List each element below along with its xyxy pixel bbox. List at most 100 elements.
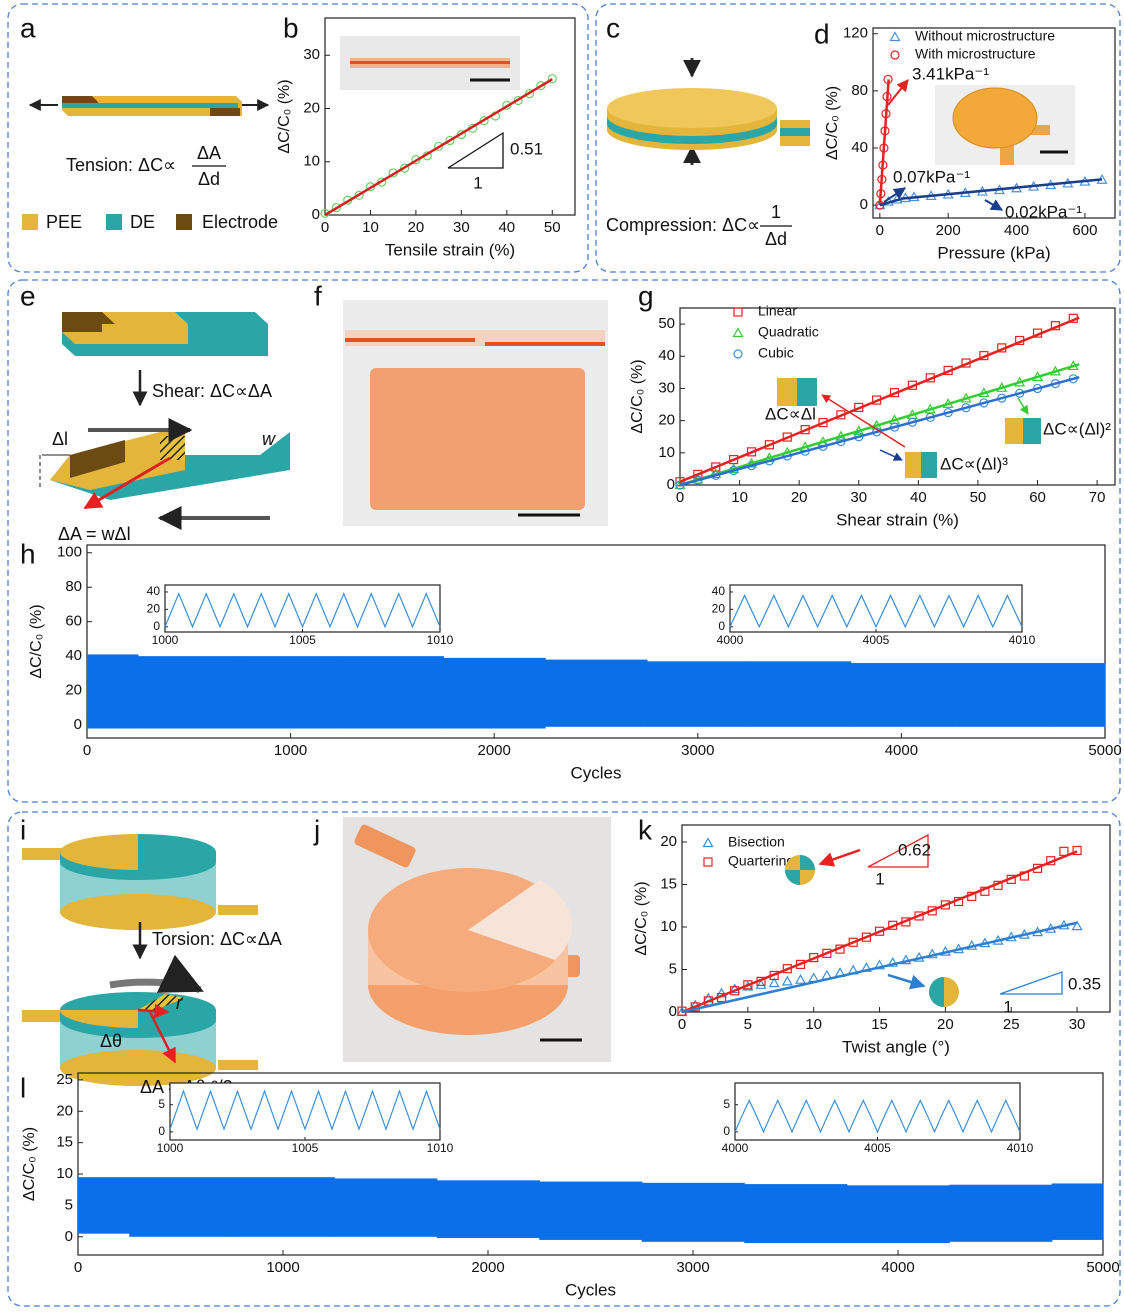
x-tick-label: 3000: [681, 742, 714, 759]
photo-inset: [935, 85, 1075, 165]
y-axis-label: ΔC/C₀ (%): [276, 79, 293, 153]
x-tick-label: 0: [321, 219, 329, 236]
y-tick-label: 0: [718, 619, 725, 633]
y-axis-label: ΔC/C₀ (%): [629, 359, 646, 433]
annotation-shape: [777, 378, 797, 406]
shear-diagram: Shear: ΔC∝ΔA Δl w ΔA = wΔl: [40, 312, 290, 544]
legend-label: Quadratic: [758, 324, 819, 340]
band-segment: [334, 1178, 437, 1236]
band-segment: [1052, 1183, 1104, 1239]
x-tick-label: 1010: [427, 633, 454, 647]
x-axis-label: Cycles: [565, 1280, 616, 1299]
band-segment: [952, 663, 1054, 727]
x-tick-label: 60: [1029, 489, 1046, 506]
x-tick-label: 20: [791, 489, 808, 506]
annotation-shape: [1018, 398, 1028, 414]
panel-letter: d: [814, 18, 830, 49]
band-segment: [847, 1185, 950, 1243]
x-axis-label: Cycles: [570, 763, 621, 782]
legend-label: DE: [130, 212, 155, 232]
x-tick-label: 5: [744, 1016, 752, 1033]
x-tick-label: 5000: [1086, 1259, 1119, 1276]
torsion-diagram: Torsion: ΔC∝ΔA Δθ r ΔA = Δθr²/2: [22, 834, 282, 1097]
y-tick-label: 10: [303, 153, 320, 170]
y-tick-label: 60: [65, 613, 82, 630]
y-tick-label: 20: [65, 682, 82, 699]
y-tick-label: 0: [860, 196, 868, 213]
y-axis-label: ΔC/C₀ (%): [28, 604, 45, 678]
annotation-shape: [797, 378, 817, 406]
annotation: 0.35: [1068, 974, 1101, 993]
x-tick-label: 4000: [722, 1141, 749, 1155]
x-tick-label: 1000: [274, 742, 307, 759]
band-segment: [851, 663, 953, 727]
annotation-shape: [921, 452, 937, 478]
x-tick-label: 3000: [676, 1259, 709, 1276]
torsion-r: r: [176, 993, 183, 1013]
x-tick-label: 1010: [427, 1141, 454, 1155]
annotation-shape: [1023, 418, 1041, 444]
x-tick-label: 1005: [292, 1141, 319, 1155]
x-tick-label: 10: [731, 489, 748, 506]
plot-frame: [165, 585, 440, 632]
y-tick-label: 25: [56, 1071, 73, 1088]
y-tick-label: 0: [65, 1228, 73, 1245]
annotation: 1: [1003, 997, 1012, 1016]
y-tick-label: 0: [312, 206, 320, 223]
y-tick-label: 20: [56, 1102, 73, 1119]
x-tick-label: 4000: [881, 1259, 914, 1276]
legend-label: Bisection: [728, 834, 785, 850]
annotation: ΔC∝Δl: [765, 404, 816, 423]
annotation-shape: [985, 200, 1002, 210]
annotation: 0.07kPa⁻¹: [893, 167, 970, 186]
data-point: [1060, 847, 1068, 855]
annotation-shape: [888, 975, 924, 986]
legend-label: Quartering: [728, 853, 794, 869]
y-tick-label: 10: [56, 1165, 73, 1182]
x-tick-label: 400: [1004, 222, 1029, 239]
y-tick-label: 30: [658, 379, 675, 396]
band-segment: [545, 660, 647, 727]
y-tick-label: 30: [303, 46, 320, 63]
torsion-label: Torsion: ΔC∝ΔA: [152, 929, 282, 949]
x-tick-label: 200: [936, 222, 961, 239]
y-tick-label: 5: [669, 960, 677, 977]
legend-label: With microstructure: [915, 46, 1036, 62]
band-segment: [744, 1184, 847, 1243]
x-tick-label: 2000: [478, 742, 511, 759]
legend-marker: [891, 51, 899, 59]
photo: [343, 300, 608, 526]
shear-dl: Δl: [52, 429, 68, 449]
legend-label: PEE: [46, 212, 82, 232]
fraction-denominator: Δd: [765, 229, 787, 249]
y-tick-label: 5: [65, 1196, 73, 1213]
x-tick-label: 10: [805, 1016, 822, 1033]
panel-letter: e: [20, 280, 36, 311]
x-tick-label: 4000: [885, 742, 918, 759]
panel-letter: h: [20, 538, 36, 569]
fit-line: [880, 79, 889, 205]
panel-letter: k: [638, 814, 653, 845]
y-tick-label: 20: [303, 99, 320, 116]
data-point: [783, 977, 792, 985]
y-tick-label: 20: [147, 602, 161, 616]
compression-diagram: Compression: ΔC∝ 1 Δd: [606, 58, 810, 249]
legend-marker: [734, 308, 742, 316]
y-tick-label: 15: [56, 1134, 73, 1151]
y-tick-label: 0: [153, 619, 160, 633]
legend-marker: [734, 350, 742, 358]
x-tick-label: 0: [74, 1259, 82, 1276]
annotation: 3.41kPa⁻¹: [912, 64, 989, 83]
x-tick-label: 0: [83, 742, 91, 759]
compression-label: Compression: ΔC∝: [606, 215, 760, 235]
photo-inset: [340, 36, 520, 90]
shear-area: ΔA = wΔl: [58, 524, 131, 544]
torsion-dtheta: Δθ: [100, 1031, 122, 1051]
y-tick-label: 0: [669, 1003, 677, 1020]
x-tick-label: 25: [1003, 1016, 1020, 1033]
band-segment: [437, 1180, 540, 1238]
x-tick-label: 2000: [471, 1259, 504, 1276]
panel-letter: g: [638, 280, 654, 311]
y-tick-label: 80: [65, 578, 82, 595]
x-tick-label: 1005: [289, 633, 316, 647]
